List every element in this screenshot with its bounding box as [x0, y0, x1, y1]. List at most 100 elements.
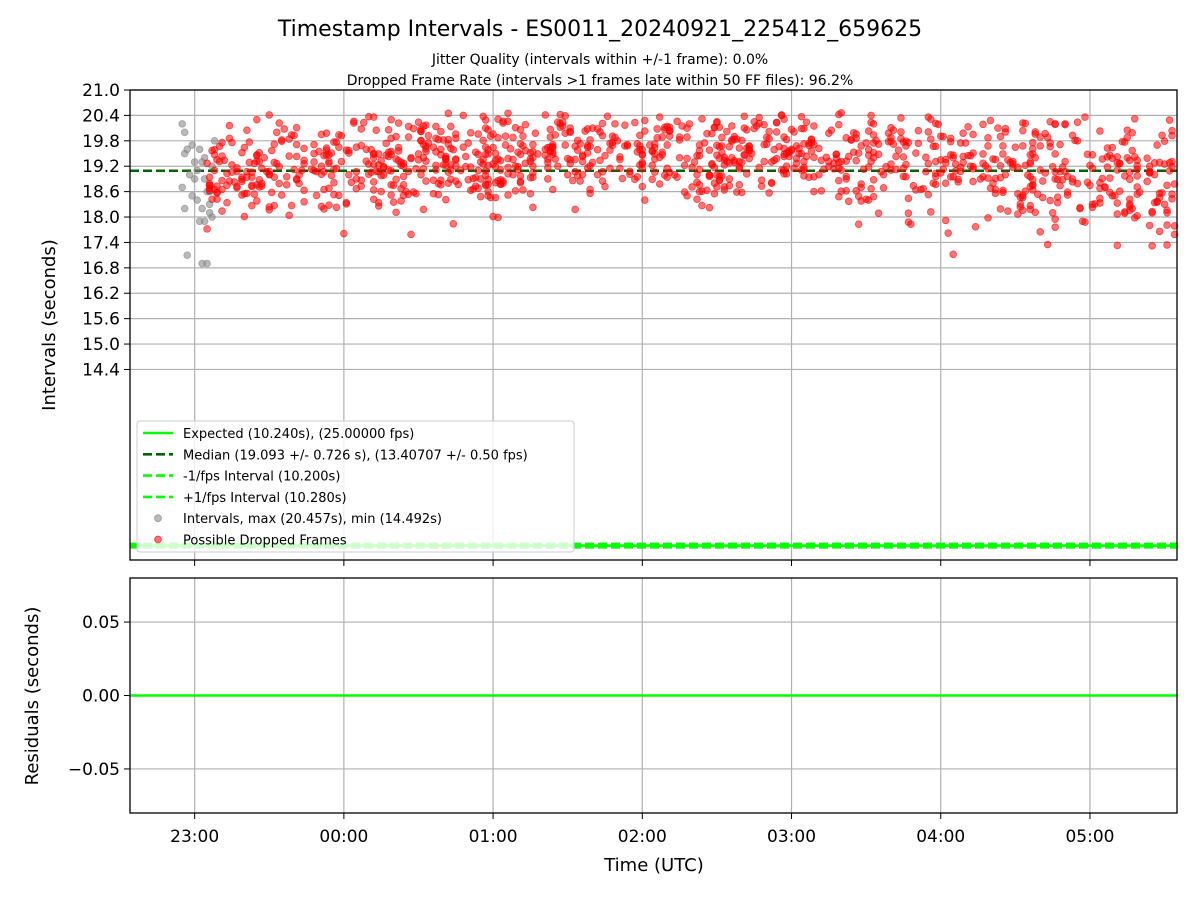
dropped-frame-point: [541, 111, 550, 119]
interval-point: [193, 196, 201, 204]
dropped-frame-point: [1083, 150, 1092, 159]
dropped-frame-point: [203, 159, 211, 168]
dropped-frame-point: [230, 178, 239, 186]
dropped-frame-point: [892, 152, 900, 161]
top-y-tick-label: 16.2: [82, 284, 120, 304]
dropped-frame-point: [653, 134, 662, 142]
dropped-frame-point: [447, 144, 455, 153]
dropped-frame-point: [300, 197, 308, 206]
dropped-frame-point: [1113, 241, 1122, 250]
dropped-frame-point: [914, 126, 923, 135]
dropped-frame-point: [792, 154, 801, 163]
dropped-frame-point: [616, 164, 624, 173]
dropped-frame-point: [529, 140, 537, 149]
dropped-frame-point: [494, 134, 502, 142]
dropped-frame-point: [387, 167, 395, 175]
dropped-frame-point: [372, 167, 381, 176]
dropped-frame-point: [330, 165, 338, 173]
dropped-frame-point: [650, 140, 659, 148]
top-y-tick-label: 15.0: [82, 335, 120, 355]
dropped-frame-point: [496, 180, 505, 188]
dropped-frame-point: [287, 201, 296, 210]
dropped-frame-point: [442, 161, 450, 170]
dropped-frame-point: [869, 139, 878, 147]
dropped-frame-point: [1068, 175, 1077, 183]
dropped-frame-point: [663, 164, 671, 173]
dropped-frame-point: [638, 182, 647, 191]
dropped-frame-point: [422, 157, 430, 165]
bottom-y-tick-label: 0.00: [82, 687, 120, 707]
dropped-frame-point: [392, 132, 400, 141]
dropped-frame-point: [424, 139, 433, 147]
dropped-frame-point: [394, 156, 403, 165]
dropped-frame-point: [491, 162, 500, 171]
dropped-frame-point: [459, 143, 468, 151]
dropped-frame-point: [834, 120, 843, 129]
top-y-tick-label: 17.4: [82, 233, 120, 253]
dropped-frame-point: [215, 142, 224, 151]
dropped-frame-point: [312, 191, 321, 200]
dropped-frame-point: [984, 164, 992, 173]
dropped-frame-point: [869, 120, 878, 128]
dropped-frame-point: [243, 126, 251, 135]
dropped-frame-point: [213, 195, 221, 204]
dropped-frame-point: [208, 146, 216, 155]
dropped-frame-point: [683, 133, 691, 141]
dropped-frame-point: [238, 177, 246, 186]
dropped-frame-point: [282, 181, 291, 189]
dropped-frame-point: [631, 118, 639, 127]
dropped-frame-point: [792, 142, 801, 150]
dropped-frame-point: [728, 137, 736, 146]
dropped-frame-point: [300, 186, 308, 195]
dropped-frame-point: [387, 147, 395, 156]
dropped-frame-point: [757, 182, 766, 190]
dropped-frame-point: [1103, 144, 1112, 152]
dropped-frame-point: [742, 144, 751, 152]
dropped-frame-point: [931, 180, 940, 189]
dropped-frame-point: [1128, 146, 1137, 155]
dropped-frame-point: [705, 203, 714, 212]
dropped-frame-point: [715, 123, 724, 132]
dropped-frame-point: [745, 154, 754, 163]
interval-point: [178, 183, 187, 192]
dropped-frame-point: [710, 189, 719, 198]
dropped-frame-point: [419, 205, 428, 214]
dropped-frame-point: [404, 133, 413, 141]
dropped-frame-point: [834, 176, 843, 185]
dropped-frame-point: [1096, 184, 1104, 193]
dropped-frame-point: [882, 162, 890, 171]
dropped-frame-point: [663, 141, 671, 149]
dropped-frame-point: [939, 132, 948, 141]
dropped-frame-point: [285, 152, 293, 160]
dropped-frame-point: [320, 185, 328, 194]
dropped-frame-point: [648, 175, 657, 184]
dropped-frame-point: [444, 179, 453, 187]
dropped-frame-point: [897, 128, 905, 136]
dropped-frame-point: [596, 156, 604, 165]
dropped-frame-point: [969, 130, 977, 139]
dropped-frame-point: [240, 189, 249, 198]
dropped-frame-point: [444, 135, 453, 144]
dropped-frame-point: [397, 197, 405, 205]
dropped-frame-point: [322, 150, 331, 159]
bottom-x-tick-label: 04:00: [916, 827, 965, 847]
dropped-frame-point: [1170, 222, 1179, 230]
dropped-frame-point: [762, 133, 771, 142]
dropped-frame-point: [1026, 201, 1035, 210]
dropped-frame-point: [243, 167, 251, 176]
dropped-frame-point: [1096, 194, 1104, 203]
dropped-frame-point: [1163, 206, 1171, 215]
dropped-frame-point: [330, 138, 338, 146]
dropped-frame-point: [735, 144, 744, 152]
dropped-frame-point: [797, 112, 806, 121]
dropped-frame-point: [335, 131, 343, 139]
dropped-frame-point: [1051, 150, 1059, 158]
dropped-frame-point: [765, 189, 773, 197]
dropped-frame-point: [586, 189, 594, 198]
dropped-frame-point: [991, 185, 1000, 194]
dropped-frame-point: [1106, 174, 1114, 182]
dropped-frame-point: [387, 115, 395, 124]
dropped-frame-point: [1125, 168, 1134, 176]
dropped-frame-point: [352, 167, 361, 176]
